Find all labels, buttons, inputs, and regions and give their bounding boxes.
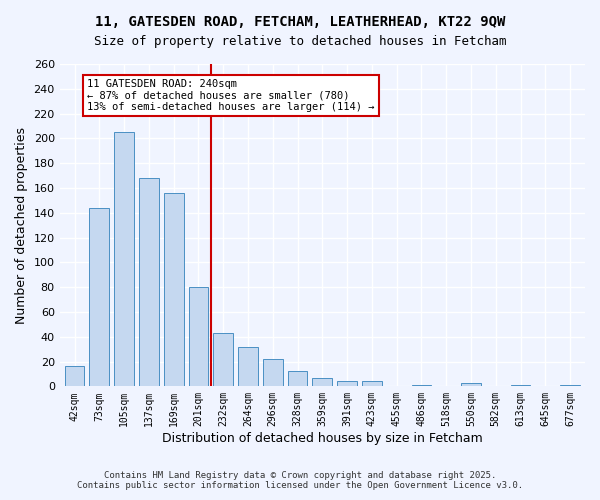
Text: Contains HM Land Registry data © Crown copyright and database right 2025.
Contai: Contains HM Land Registry data © Crown c… (77, 470, 523, 490)
Text: 11, GATESDEN ROAD, FETCHAM, LEATHERHEAD, KT22 9QW: 11, GATESDEN ROAD, FETCHAM, LEATHERHEAD,… (95, 15, 505, 29)
Bar (164, 193, 184, 386)
Y-axis label: Number of detached properties: Number of detached properties (15, 126, 28, 324)
Bar (238, 346, 258, 387)
Bar (263, 359, 283, 386)
X-axis label: Distribution of detached houses by size in Fetcham: Distribution of detached houses by size … (162, 432, 483, 445)
Bar (511, 385, 530, 386)
Bar (188, 287, 208, 386)
Bar (287, 372, 307, 386)
Bar (461, 382, 481, 386)
Bar (412, 385, 431, 386)
Bar (560, 385, 580, 386)
Bar (214, 333, 233, 386)
Bar (65, 366, 85, 386)
Bar (313, 378, 332, 386)
Bar (114, 132, 134, 386)
Text: Size of property relative to detached houses in Fetcham: Size of property relative to detached ho… (94, 35, 506, 48)
Bar (362, 382, 382, 386)
Bar (337, 382, 357, 386)
Text: 11 GATESDEN ROAD: 240sqm
← 87% of detached houses are smaller (780)
13% of semi-: 11 GATESDEN ROAD: 240sqm ← 87% of detach… (87, 79, 374, 112)
Bar (89, 208, 109, 386)
Bar (139, 178, 159, 386)
